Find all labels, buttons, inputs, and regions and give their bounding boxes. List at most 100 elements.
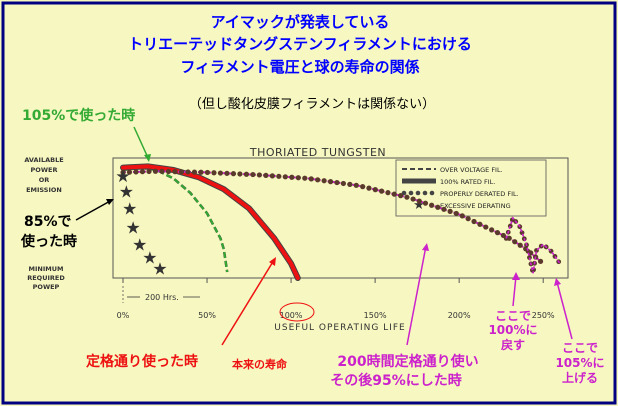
series-derated-dot-24 [276,173,282,179]
legend-label-4: EXCESSIVE DERATING [440,202,511,210]
annotation-arrows [75,126,573,346]
y-axis-label: AVAILABLE POWER OR EMISSION [24,156,63,194]
life-circle [279,302,315,322]
series-derated-dot-58 [489,227,495,233]
series-excessive-star-4: ★ [132,235,147,255]
series-derated-dot-42 [391,191,397,197]
y-bottom-label: MINIMUM REQUIRED POWEP [27,265,65,291]
annotation-200h-line1: 200時間定格通り使い [337,353,478,370]
series-derated-dot-36 [353,182,359,188]
series-excessive-star-5: ★ [142,249,157,269]
series-derated-dot-33 [334,179,340,186]
series-derated-dot-37 [360,184,366,190]
annotation-texts: 105%で使った時 85%で 使った時 定格通り使った時 本来の寿命 200時間… [20,107,605,389]
series-derated-dot-18 [237,171,243,177]
series-derated-dot-55 [471,218,477,225]
series-derated-dot-43 [397,193,404,199]
series-excessive-star-3: ★ [125,219,140,239]
legend-label-1: OVER VOLTAGE FIL. [440,166,503,174]
series-derated-dot-12 [198,169,204,175]
arrow-rated [221,259,275,346]
series-excessive-star-2: ★ [122,199,137,219]
y-bottom-line-2: REQUIRED [27,274,65,282]
series-derated-dot-16 [224,170,230,176]
series-derated-dot-4 [146,168,152,175]
title-block: アイマックが発表している トリエーテッドタングステンフィラメントにおける フィラ… [128,13,472,76]
series-derated-dot-3 [139,169,146,175]
legend: OVER VOLTAGE FIL. 100% RATED FIL. PROPER… [395,159,547,217]
series-derated-dot-49 [435,204,441,210]
series-derated-dot-15 [217,170,224,176]
legend-label-3: PROPERLY DERATED FIL. [440,190,519,198]
series-derated-dot-21 [256,172,263,178]
series-derated-dot-6 [159,168,165,174]
legend-label-2: 100% RATED FIL. [440,178,495,186]
series-derated-dot-23 [269,173,275,179]
series-derated-dot-32 [327,179,334,185]
series-derated-dot-0 [120,169,126,175]
arrow-up [556,281,573,340]
series-derated-dot-53 [459,213,465,219]
series-derated-dot-51 [447,208,453,214]
title-line-1: アイマックが発表している [211,13,390,31]
series-excessive-star-6: ★ [152,259,167,279]
arrow-200h-head [422,243,429,251]
arrow-up-head [554,278,561,286]
annotation-back-line1: ここで [495,309,531,323]
series-derated-dot-59 [494,230,501,236]
series-derated-dot-27 [295,175,301,181]
series-derated-dot-13 [204,169,211,176]
series-derated-dot-7 [165,168,172,175]
series-derated-dot-46 [416,198,422,204]
y-label-line-2: POWER [31,166,58,174]
x-tick-group: 0% 50% 100% 150% 200% 250% [117,278,555,320]
annotation-85-line2: 使った時 [20,233,77,250]
series-derated-dot-22 [263,172,269,179]
arrow-85-head [106,199,114,205]
x-tick-label-0: 0% [117,311,130,320]
series-derated-dot-25 [282,174,288,180]
y-bottom-line-3: POWEP [33,283,60,291]
annotation-up-line3: 上げる [562,370,598,385]
series-derated-dot-26 [289,174,295,180]
series-layer: ★★★★★★★ [115,163,562,281]
series-derated-dot-67 [537,258,544,264]
annotation-85-line1: 85%で [24,214,72,230]
series-derated-dot-48 [429,202,435,208]
series-derated-dot-40 [379,188,385,194]
legend-swatch-star: ★ [413,198,425,213]
x-tick-label-3: 150% [364,311,387,320]
series-derated-dot-63 [517,242,523,248]
series-derated-dot-17 [230,171,237,177]
series-derated-dot-44 [404,194,410,200]
arrow-105 [133,126,150,161]
y-label-line-4: EMISSION [26,186,62,194]
annotation-105: 105%で使った時 [22,107,135,124]
time-marker: 200 Hrs. [122,286,200,303]
series-derated-dot-57 [483,224,489,230]
series-derated-dot-41 [385,190,391,196]
series-derated-dot-54 [465,216,471,222]
legend-swatch-dots [401,190,435,196]
y-label-line-3: OR [39,176,50,184]
y-bottom-line-1: MINIMUM [29,265,64,273]
series-derated-dot-35 [347,181,353,187]
title-line-3: フィラメント電圧と球の寿命の関係 [180,58,419,76]
series-derated-dot-19 [243,171,250,177]
annotation-back-line2: 100%に [488,323,537,337]
series-excessive-star-1: ★ [119,183,134,203]
series-derated-dot-38 [366,185,372,191]
series-adjusted-dot-9 [525,248,531,254]
series-derated-dot-1 [126,169,133,175]
x-axis-label: USEFUL OPERATING LIFE [274,323,405,333]
x-tick-label-2: 100% [280,311,303,320]
x-tick-label-5: 250% [532,311,555,320]
arrow-back-head [512,272,520,280]
series-derated-dot-45 [410,196,416,202]
x-tick-label-4: 200% [448,311,471,320]
series-derated-dot-10 [185,169,191,175]
series-derated-dot-52 [453,210,459,217]
arrow-85 [75,199,113,221]
